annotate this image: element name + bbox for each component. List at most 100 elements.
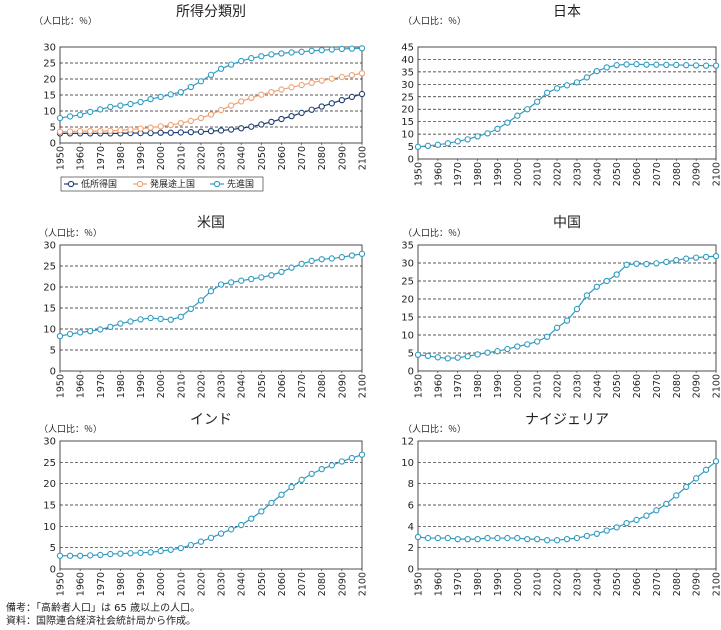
data-point bbox=[702, 466, 710, 473]
data-point bbox=[127, 318, 134, 325]
data-point bbox=[238, 57, 245, 65]
x-tick-label: 2050 bbox=[612, 162, 623, 186]
x-tick-label: 2020 bbox=[196, 146, 207, 170]
y-tick-label: 0 bbox=[408, 155, 414, 166]
data-point bbox=[278, 268, 285, 276]
data-point bbox=[318, 47, 325, 54]
data-point bbox=[147, 124, 154, 131]
x-tick-label: 2070 bbox=[652, 374, 663, 398]
data-point bbox=[454, 535, 461, 543]
y-tick-label: 15 bbox=[401, 117, 414, 128]
data-point bbox=[207, 111, 215, 118]
data-point bbox=[197, 114, 205, 122]
data-point bbox=[187, 541, 195, 549]
x-tick-label: 2040 bbox=[237, 572, 248, 596]
data-point bbox=[147, 96, 154, 103]
data-point bbox=[543, 89, 551, 96]
chart-title: 日本 bbox=[553, 4, 581, 20]
data-point bbox=[613, 524, 620, 531]
data-point bbox=[583, 74, 591, 81]
series-developing bbox=[56, 70, 366, 135]
data-point bbox=[593, 283, 600, 290]
x-tick-label: 2000 bbox=[513, 572, 524, 596]
x-tick-label: 1960 bbox=[76, 572, 87, 596]
x-tick-label: 2070 bbox=[652, 572, 663, 596]
data-point bbox=[107, 550, 114, 558]
data-point bbox=[157, 93, 164, 101]
data-point bbox=[97, 326, 104, 333]
data-point bbox=[87, 327, 94, 335]
data-point bbox=[288, 264, 295, 271]
data-point bbox=[683, 255, 690, 262]
data-point bbox=[514, 343, 521, 350]
x-tick-label: 1970 bbox=[453, 162, 464, 186]
data-point bbox=[288, 49, 295, 56]
data-point bbox=[643, 61, 650, 68]
x-tick-label: 2020 bbox=[196, 374, 207, 398]
y-tick-label: 15 bbox=[43, 304, 56, 315]
data-point bbox=[248, 275, 255, 283]
data-point bbox=[76, 128, 84, 135]
data-point bbox=[278, 491, 285, 498]
x-tick-label: 2100 bbox=[712, 162, 721, 186]
data-point bbox=[308, 470, 315, 478]
legend-label: 発展途上国 bbox=[150, 178, 195, 190]
x-tick-label: 2030 bbox=[217, 146, 228, 170]
x-tick-label: 2080 bbox=[672, 162, 683, 186]
data-point bbox=[258, 91, 265, 98]
data-point bbox=[238, 277, 245, 284]
data-point bbox=[543, 537, 551, 544]
y-tick-label: 40 bbox=[401, 55, 414, 66]
data-point bbox=[444, 534, 451, 542]
x-tick-label: 2030 bbox=[217, 374, 228, 398]
x-tick-label: 1950 bbox=[414, 374, 425, 398]
data-point bbox=[248, 123, 255, 130]
x-tick-label: 2030 bbox=[217, 572, 228, 596]
y-tick-label: 20 bbox=[43, 479, 56, 490]
x-tick-label: 1990 bbox=[136, 146, 147, 170]
x-tick-label: 2000 bbox=[156, 374, 167, 398]
x-tick-label: 2010 bbox=[533, 572, 544, 596]
y-tick-label: 0 bbox=[408, 565, 414, 576]
x-tick-label: 1960 bbox=[433, 374, 444, 398]
x-tick-label: 2050 bbox=[612, 572, 623, 596]
data-point bbox=[434, 534, 442, 542]
data-point bbox=[563, 535, 571, 543]
data-point bbox=[248, 94, 255, 102]
series-advanced bbox=[56, 45, 366, 122]
data-point bbox=[197, 297, 205, 304]
data-point bbox=[207, 288, 215, 295]
y-tick-label: 30 bbox=[401, 259, 414, 270]
x-tick-label: 1980 bbox=[473, 162, 484, 186]
x-tick-label: 1970 bbox=[96, 374, 107, 398]
data-point bbox=[187, 128, 195, 136]
data-point bbox=[454, 138, 461, 145]
y-tick-label: 5 bbox=[50, 346, 56, 357]
x-tick-label: 2060 bbox=[632, 162, 643, 186]
data-point bbox=[66, 128, 74, 135]
y-tick-label: 10 bbox=[43, 107, 56, 118]
x-tick-label: 1990 bbox=[493, 162, 504, 186]
x-tick-label: 2090 bbox=[692, 374, 703, 398]
legend-marker bbox=[213, 180, 221, 188]
y-tick-label: 30 bbox=[401, 80, 414, 91]
data-point bbox=[573, 79, 581, 86]
x-tick-label: 2100 bbox=[358, 572, 369, 596]
x-tick-label: 2050 bbox=[257, 374, 268, 398]
data-point bbox=[268, 118, 275, 126]
data-point bbox=[107, 127, 114, 134]
data-point bbox=[424, 534, 432, 542]
x-tick-label: 2050 bbox=[257, 146, 268, 170]
data-point bbox=[167, 91, 174, 98]
y-tick-label: 10 bbox=[43, 522, 56, 533]
series-advanced bbox=[414, 61, 720, 150]
data-point bbox=[66, 113, 74, 120]
data-point bbox=[328, 75, 335, 82]
y-tick-label: 6 bbox=[408, 501, 414, 512]
y-axis-label: （人口比：％） bbox=[403, 15, 466, 27]
data-point bbox=[653, 507, 660, 514]
data-point bbox=[692, 475, 700, 482]
x-tick-label: 1990 bbox=[493, 374, 504, 398]
data-point bbox=[524, 341, 531, 348]
